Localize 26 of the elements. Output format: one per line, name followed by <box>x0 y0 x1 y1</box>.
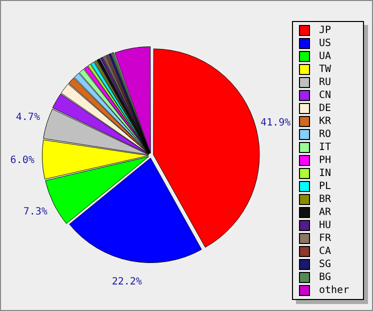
legend-label: PH <box>319 155 332 166</box>
legend-label: BG <box>319 272 332 283</box>
data-label: 4.7% <box>16 112 40 124</box>
legend-label: IT <box>319 142 332 153</box>
legend-label: RU <box>319 77 332 88</box>
legend-label: CA <box>319 246 332 257</box>
legend-label: TW <box>319 64 332 75</box>
legend-label: IN <box>319 168 332 179</box>
data-label: 22.2% <box>112 276 142 288</box>
legend-label: CN <box>319 90 332 101</box>
legend-label: SG <box>319 259 332 270</box>
legend-label: KR <box>319 116 332 127</box>
legend-label: RO <box>319 129 332 140</box>
legend-label: HU <box>319 220 332 231</box>
legend-label: UA <box>319 51 332 62</box>
data-label: 41.9% <box>260 118 291 129</box>
legend-label: PL <box>319 181 332 192</box>
data-label: 6.0% <box>10 154 34 166</box>
legend-label: JP <box>319 25 332 36</box>
data-label: 7.3% <box>23 206 48 218</box>
legend-label: AR <box>319 207 332 218</box>
legend-label: US <box>319 38 332 49</box>
legend-label: BR <box>319 194 332 205</box>
legend-label: FR <box>319 233 332 244</box>
legend-label: other <box>319 285 350 296</box>
legend-label: DE <box>319 103 332 114</box>
